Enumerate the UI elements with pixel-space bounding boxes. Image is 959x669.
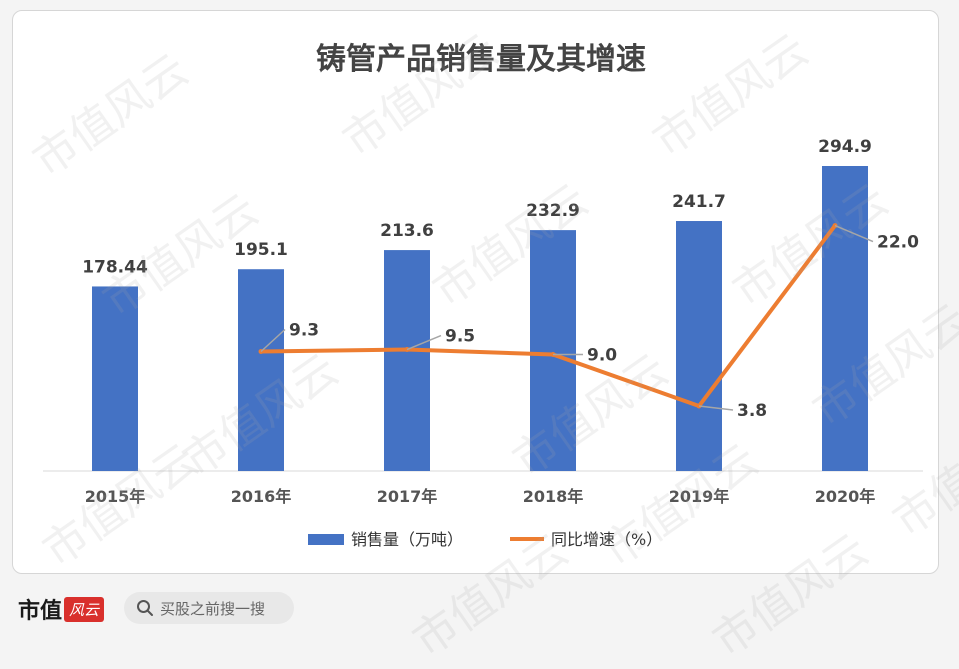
bar-5: [676, 221, 722, 471]
x-tick-6: 2020年: [815, 487, 876, 506]
bar-data-labels: 178.44 195.1 213.6 232.9 241.7 294.9: [82, 137, 872, 277]
bar-4: [530, 230, 576, 471]
x-tick-2: 2016年: [231, 487, 292, 506]
chart-card: 铸管产品销售量及其增速 178.44 195.1 213.6 232.9 241.7 29…: [12, 10, 939, 574]
growth-label-4: 9.0: [587, 345, 617, 365]
search-placeholder: 买股之前搜一搜: [160, 599, 266, 618]
legend: 销售量（万吨） 同比增速（%）: [308, 530, 662, 549]
bar-series: [92, 166, 868, 471]
brand-badge: 风云: [64, 596, 105, 622]
bar-label-2: 195.1: [234, 240, 288, 260]
bar-2: [238, 269, 284, 471]
growth-label-6: 22.0: [877, 233, 919, 253]
bar-6: [822, 166, 868, 471]
growth-label-5: 3.8: [737, 401, 767, 421]
brand-logo[interactable]: 市值 风云: [18, 594, 105, 624]
bar-3: [384, 250, 430, 471]
bar-1: [92, 286, 138, 471]
growth-leader-2: [260, 328, 286, 353]
x-tick-4: 2018年: [523, 487, 584, 506]
bar-label-4: 232.9: [526, 201, 580, 221]
chart-title: 铸管产品销售量及其增速: [316, 42, 646, 77]
brand-name: 市值: [18, 598, 63, 624]
bar-label-3: 213.6: [380, 221, 434, 241]
legend-swatch-bar: [308, 534, 344, 545]
bar-label-1: 178.44: [82, 257, 148, 277]
x-tick-1: 2015年: [85, 487, 146, 506]
growth-leader-3: [406, 334, 442, 351]
bar-label-6: 294.9: [818, 137, 872, 157]
line-data-labels: 9.3 9.5 9.0 3.8 22.0: [260, 224, 919, 421]
chart-svg: 铸管产品销售量及其增速 178.44 195.1 213.6 232.9 241.7 29…: [43, 42, 923, 549]
legend-label-bar: 销售量（万吨）: [351, 530, 463, 549]
search-box[interactable]: 买股之前搜一搜: [124, 592, 294, 624]
x-axis-ticks: 2015年 2016年 2017年 2018年 2019年 2020年: [85, 487, 876, 506]
growth-leader-5: [698, 405, 734, 411]
bar-label-5: 241.7: [672, 192, 726, 212]
footer-bar: 市值 风云 买股之前搜一搜: [0, 580, 959, 639]
growth-leader-6: [834, 224, 874, 243]
legend-label-line: 同比增速（%）: [551, 530, 662, 549]
x-tick-3: 2017年: [377, 487, 438, 506]
x-tick-5: 2019年: [669, 487, 730, 506]
growth-label-3: 9.5: [445, 327, 475, 347]
search-icon: [137, 600, 153, 616]
growth-label-2: 9.3: [289, 320, 319, 340]
